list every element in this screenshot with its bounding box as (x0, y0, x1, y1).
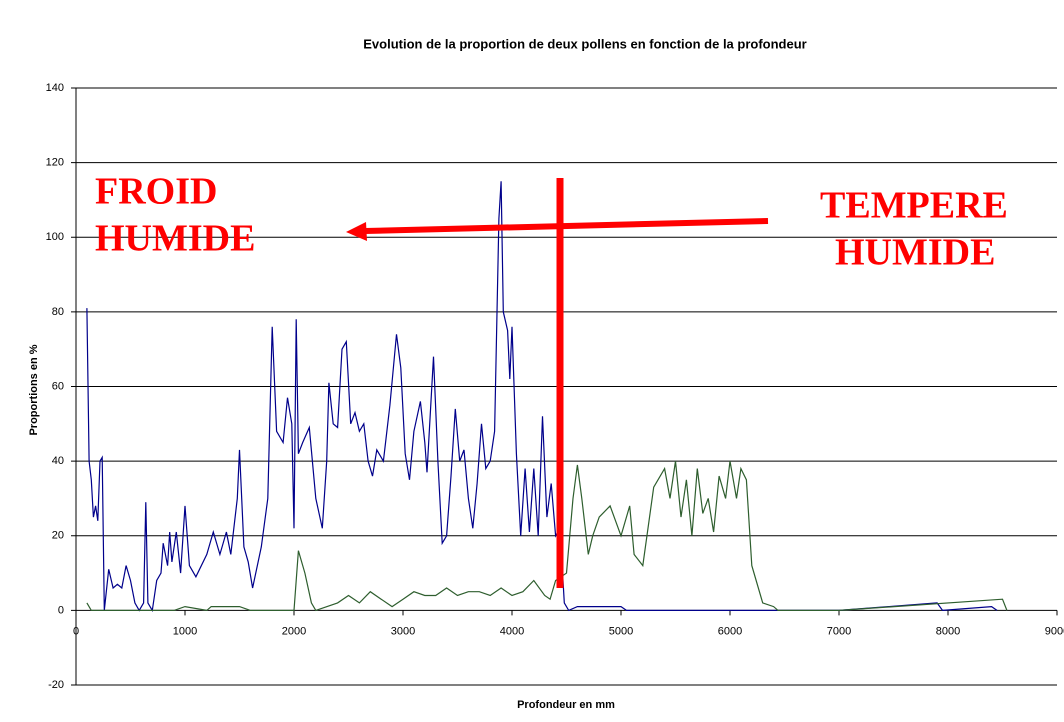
x-tick-label: 8000 (936, 625, 960, 637)
y-tick-label: 40 (52, 455, 64, 467)
y-tick-label: 120 (46, 157, 64, 169)
arrow-shaft (364, 218, 769, 234)
x-tick-label: 9000 (1045, 625, 1064, 637)
y-tick-label: 0 (58, 604, 64, 616)
y-tick-label: -20 (48, 679, 64, 691)
annotation: TEMPERE (820, 185, 1008, 227)
annotation: HUMIDE (95, 218, 255, 260)
arrow-head (346, 222, 367, 241)
x-tick-label: 2000 (282, 625, 306, 637)
y-tick-label: 140 (46, 82, 64, 94)
x-axis-label: Profondeur en mm (517, 699, 615, 711)
y-tick-label: 60 (52, 380, 64, 392)
annotation: HUMIDE (835, 232, 995, 274)
y-tick-label: 20 (52, 530, 64, 542)
chart-title: Evolution de la proportion de deux polle… (363, 36, 806, 51)
data-line (86, 460, 1008, 612)
x-tick-label: 6000 (718, 625, 742, 637)
y-axis-label: Proportions en % (28, 344, 40, 435)
y-tick-label: 100 (46, 231, 64, 243)
x-tick-label: 7000 (827, 625, 851, 637)
x-tick-label: 1000 (173, 625, 197, 637)
x-tick-label: 3000 (391, 625, 415, 637)
x-tick-label: 4000 (500, 625, 524, 637)
plot-area: -20 0 20 40 60 80 100 120 140 0 1000 2000 3000 4000 50… (46, 82, 1064, 691)
y-tick-label: 80 (52, 306, 64, 318)
x-tick-label: 0 (73, 625, 79, 637)
x-tick-label: 5000 (609, 625, 633, 637)
annotation: FROID (95, 171, 217, 213)
